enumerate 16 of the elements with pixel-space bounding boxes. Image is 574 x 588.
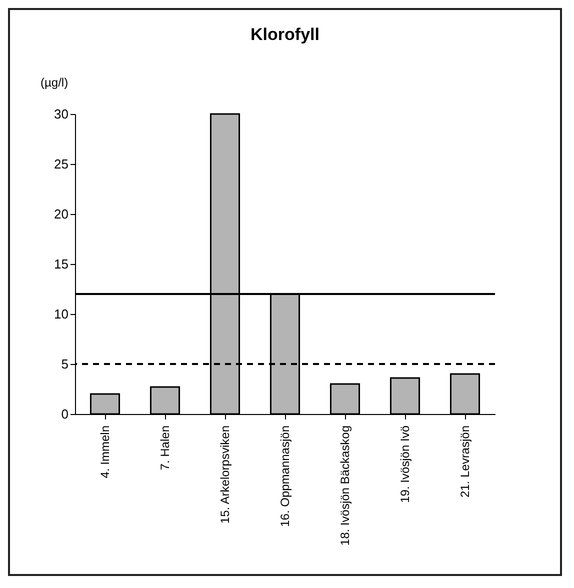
x-tick-label: 19. Ivösjön Ivö — [398, 425, 412, 503]
x-tick-label: 4. Immeln — [98, 426, 112, 478]
y-axis-title: (µg/l) — [40, 76, 68, 90]
y-tick-label: 20 — [54, 206, 68, 222]
x-tick-label: 16. Oppmannasjön — [278, 426, 292, 527]
x-tick-label: 21. Levrasjön — [458, 426, 472, 498]
x-tick-label: 15. Arkelorpsviken — [218, 426, 232, 524]
y-tick-label: 5 — [61, 356, 68, 372]
chart-title: Klorofyll — [250, 25, 320, 44]
y-tick-label: 25 — [54, 156, 68, 172]
x-tick-label: 18. Ivösjön Bäckaskog — [338, 426, 352, 546]
y-tick-label: 10 — [54, 306, 68, 322]
y-tick-label: 15 — [54, 256, 68, 272]
y-tick-label: 0 — [61, 406, 68, 422]
x-tick-label: 7. Halen — [158, 426, 172, 470]
y-tick-label: 30 — [54, 106, 68, 122]
